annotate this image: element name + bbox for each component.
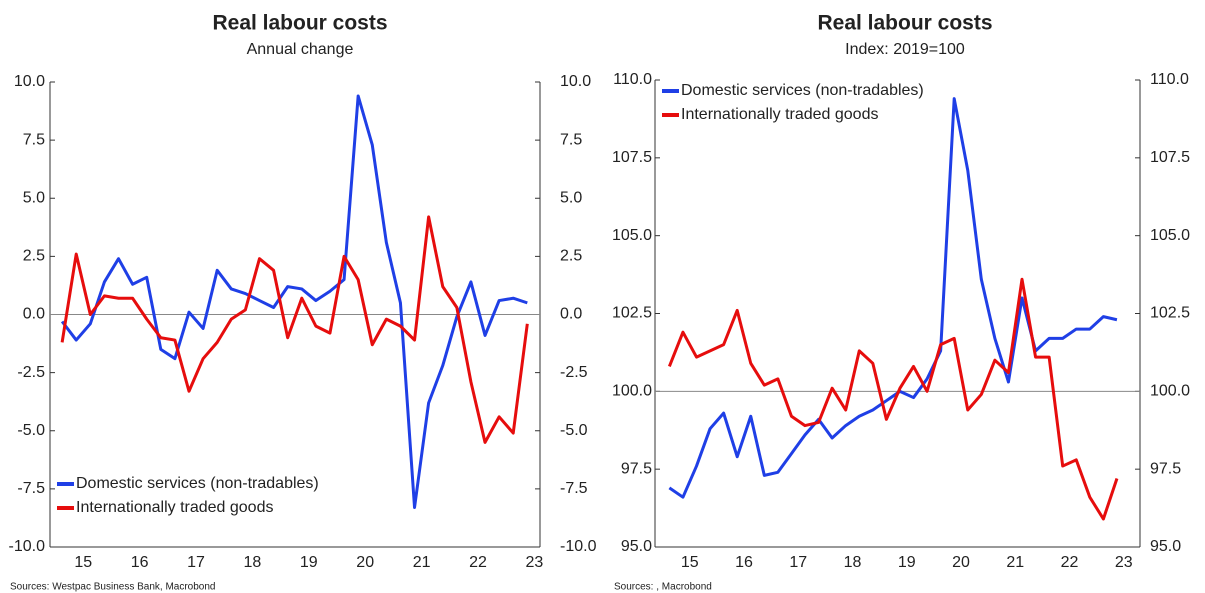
legend-label: Internationally traded goods [76, 499, 273, 516]
x-tick-label: 21 [413, 554, 431, 571]
x-tick-label: 22 [469, 554, 487, 571]
series-line [60, 94, 528, 509]
y-tick-label: 2.5 [23, 248, 45, 265]
source-note: Sources: , Macrobond [614, 582, 712, 593]
x-tick-label: 20 [952, 554, 970, 571]
x-tick-label: 21 [1006, 554, 1024, 571]
x-tick-label: 16 [131, 554, 149, 571]
y-tick-label: 100.0 [612, 383, 652, 400]
y-tick-label: 7.5 [23, 131, 45, 148]
y2-tick-label: 0.0 [560, 306, 582, 323]
y2-tick-label: -5.0 [560, 422, 588, 439]
y2-tick-label: 7.5 [560, 131, 582, 148]
y-tick-label: 5.0 [23, 189, 45, 206]
x-tick-label: 19 [300, 554, 318, 571]
x-tick-label: 17 [789, 554, 807, 571]
y2-tick-label: -10.0 [560, 538, 597, 555]
series-line [667, 277, 1119, 521]
y-tick-label: -2.5 [17, 364, 45, 381]
x-tick-label: 22 [1061, 554, 1079, 571]
source-note: Sources: Westpac Business Bank, Macrobon… [10, 582, 215, 593]
y2-tick-label: -2.5 [560, 364, 588, 381]
y-tick-label: 110.0 [613, 71, 652, 88]
y-tick-label: 10.0 [14, 73, 45, 90]
series-line [60, 215, 529, 444]
x-tick-label: 16 [735, 554, 753, 571]
x-tick-label: 23 [1115, 554, 1133, 571]
x-tick-label: 15 [74, 554, 92, 571]
y-tick-label: 97.5 [621, 460, 652, 477]
chart-title: Real labour costs [817, 12, 992, 35]
y2-tick-label: 110.0 [1150, 71, 1189, 88]
y-tick-label: 95.0 [621, 538, 652, 555]
y2-tick-label: 95.0 [1150, 538, 1181, 555]
chart-subtitle: Annual change [247, 41, 354, 58]
series-line [668, 97, 1118, 499]
y-tick-label: -5.0 [17, 422, 45, 439]
legend-label: Internationally traded goods [681, 106, 878, 123]
x-tick-label: 15 [681, 554, 699, 571]
x-tick-label: 18 [244, 554, 262, 571]
legend-label: Domestic services (non-tradables) [681, 82, 924, 99]
y2-tick-label: 107.5 [1150, 149, 1190, 166]
x-tick-label: 20 [356, 554, 374, 571]
chart-title: Real labour costs [212, 12, 387, 35]
y2-tick-label: 5.0 [560, 189, 582, 206]
x-tick-label: 17 [187, 554, 205, 571]
y2-tick-label: 102.5 [1150, 305, 1190, 322]
y-tick-label: -10.0 [9, 538, 46, 555]
y2-tick-label: 2.5 [560, 248, 582, 265]
chart-subtitle: Index: 2019=100 [845, 41, 965, 58]
y2-tick-label: 105.0 [1150, 227, 1190, 244]
y-tick-label: 0.0 [23, 306, 45, 323]
y2-tick-label: 10.0 [560, 73, 591, 90]
x-tick-label: 18 [844, 554, 862, 571]
y-tick-label: -7.5 [17, 480, 45, 497]
y2-tick-label: 100.0 [1150, 383, 1190, 400]
x-tick-label: 23 [525, 554, 543, 571]
legend-label: Domestic services (non-tradables) [76, 475, 319, 492]
y-tick-label: 107.5 [612, 149, 652, 166]
x-tick-label: 19 [898, 554, 916, 571]
y2-tick-label: -7.5 [560, 480, 588, 497]
y-tick-label: 105.0 [612, 227, 652, 244]
y-tick-label: 102.5 [612, 305, 652, 322]
y2-tick-label: 97.5 [1150, 460, 1181, 477]
